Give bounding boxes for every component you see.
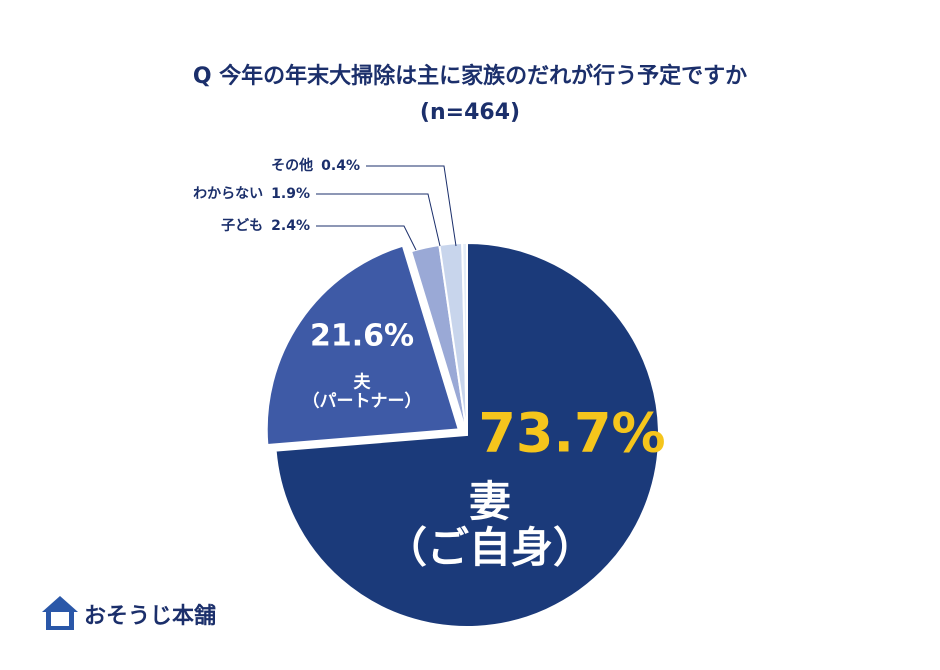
slice-label: わからない 1.9% xyxy=(193,186,310,202)
value-label: 0.4% xyxy=(321,158,360,174)
chart-title: Q 今年の年末大掃除は主に家族のだれが行う予定ですか xyxy=(192,64,748,89)
value-label: 1.9% xyxy=(271,186,310,202)
category-label: その他 xyxy=(271,157,313,174)
chart-subtitle: (n=464) xyxy=(419,100,521,125)
value-label: 73.7% xyxy=(478,401,666,465)
category-label: わからない xyxy=(193,186,263,202)
slice-label: その他 0.4% xyxy=(271,157,360,174)
leader-line xyxy=(316,225,417,251)
logo-icon xyxy=(40,592,80,632)
pie-slice xyxy=(265,244,461,447)
leader-line xyxy=(316,193,441,247)
category-label: 子ども xyxy=(221,218,263,234)
category-label: 夫 （パートナー） xyxy=(302,372,422,411)
pie-slice xyxy=(461,241,468,436)
value-label: 2.4% xyxy=(271,218,310,234)
category-label: 妻 （ご自身） xyxy=(384,476,596,572)
slice-label: 子ども 2.4% xyxy=(221,218,310,234)
value-label: 21.6% xyxy=(309,318,415,354)
leader-line xyxy=(366,165,457,247)
logo-text: おそうじ本舗 xyxy=(84,604,217,629)
logo-house xyxy=(42,596,78,630)
